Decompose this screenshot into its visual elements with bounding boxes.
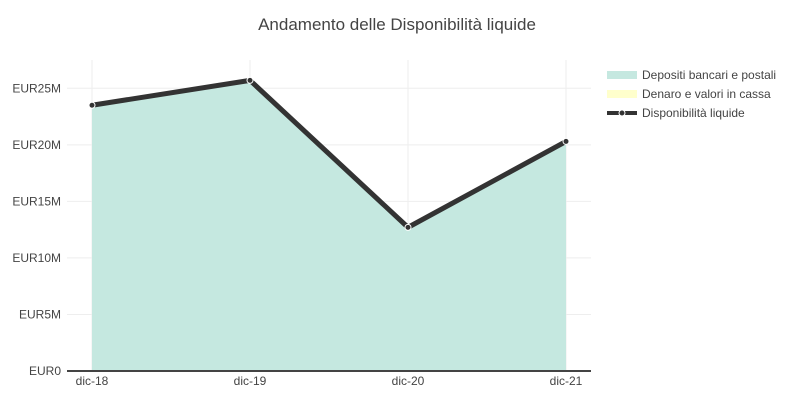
data-point[interactable] — [562, 137, 570, 145]
legend-swatch — [607, 90, 637, 98]
legend-label: Denaro e valori in cassa — [642, 87, 771, 101]
data-point[interactable] — [88, 101, 96, 109]
data-point[interactable] — [404, 223, 412, 231]
y-tick-label: EUR0 — [29, 364, 61, 378]
y-tick-label: EUR15M — [12, 194, 61, 208]
x-tick-label: dic-20 — [392, 374, 425, 388]
line-series — [91, 77, 568, 230]
legend-label: Disponibilità liquide — [642, 106, 745, 120]
data-point[interactable] — [246, 76, 254, 84]
legend-item[interactable]: Denaro e valori in cassa — [607, 87, 771, 101]
line-layer — [88, 76, 570, 231]
x-tick-label: dic-18 — [76, 374, 109, 388]
area-series — [92, 80, 566, 372]
legend-marker — [618, 109, 626, 117]
chart-title: Andamento delle Disponibilità liquide — [258, 15, 536, 34]
x-tick-label: dic-19 — [234, 374, 267, 388]
area-layer — [92, 80, 566, 372]
legend[interactable]: Depositi bancari e postali Denaro e valor… — [607, 68, 776, 120]
y-tick-label: EUR5M — [19, 307, 61, 321]
axis-layer: EUR0 EUR5M EUR10M EUR15M EUR20M EUR25M dic-18 d… — [12, 81, 591, 388]
y-tick-label: EUR20M — [12, 138, 61, 152]
y-tick-label: EUR25M — [12, 81, 61, 95]
legend-item[interactable]: Disponibilità liquide — [607, 106, 745, 120]
y-tick-label: EUR10M — [12, 251, 61, 265]
legend-item[interactable]: Depositi bancari e postali — [607, 68, 776, 82]
legend-swatch — [607, 71, 637, 79]
legend-label: Depositi bancari e postali — [642, 68, 776, 82]
x-tick-label: dic-21 — [550, 374, 583, 388]
